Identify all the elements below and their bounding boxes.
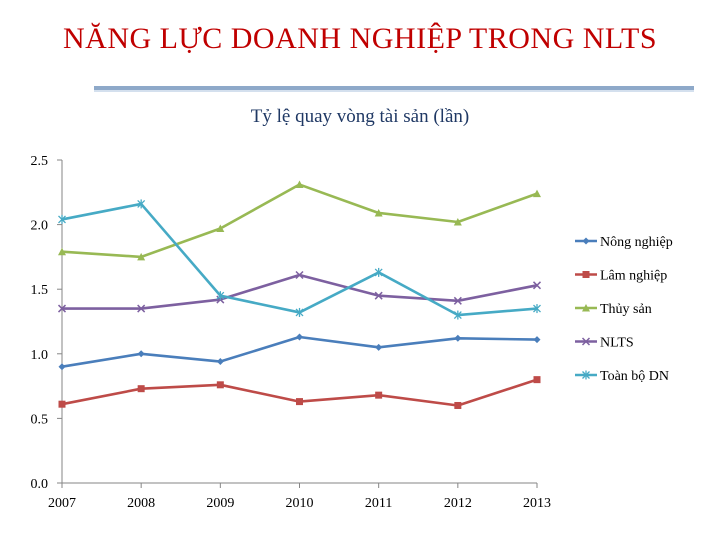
data-point	[57, 304, 67, 313]
x-tick-label: 2008	[127, 496, 155, 511]
data-point	[216, 358, 224, 366]
data-point-stroke	[137, 304, 146, 313]
series-1	[58, 333, 541, 371]
slide-title: NĂNG LỰC DOANH NGHIỆP TRONG NLTS	[62, 22, 657, 55]
data-point	[375, 391, 383, 399]
y-tick-label: 1.0	[31, 348, 49, 363]
data-point	[137, 350, 145, 358]
data-point	[533, 304, 541, 314]
data-point-stroke	[532, 281, 542, 290]
data-point	[374, 267, 383, 277]
title-underline-shadow	[94, 90, 694, 92]
title-underline	[94, 86, 694, 90]
legend-item-5: Toàn bộ DN	[575, 369, 669, 384]
series-line	[62, 273, 538, 310]
data-point	[295, 307, 304, 317]
data-point	[216, 381, 224, 389]
series-5	[58, 199, 541, 320]
y-tick-label: 0.0	[31, 477, 49, 492]
chart-title: Tỷ lệ quay vòng tài sản (lần)	[251, 106, 469, 127]
data-point	[295, 180, 304, 189]
data-point	[374, 208, 383, 217]
data-point	[453, 296, 462, 305]
series-layer	[57, 180, 542, 409]
data-point	[582, 271, 590, 278]
data-point	[296, 333, 303, 341]
data-point	[581, 337, 591, 346]
data-point-stroke	[453, 296, 462, 305]
data-point	[295, 270, 304, 280]
data-point	[216, 224, 225, 232]
x-tick-label: 2009	[206, 496, 234, 511]
y-tick-label: 1.5	[31, 283, 49, 298]
data-point	[137, 199, 146, 209]
series-3	[58, 180, 541, 261]
data-point	[137, 385, 145, 393]
data-point	[374, 291, 383, 300]
legend-label: Thủy sản	[600, 302, 652, 317]
data-point	[296, 398, 303, 406]
data-point	[58, 214, 66, 224]
data-point	[58, 247, 66, 256]
data-point	[454, 401, 462, 409]
legend-item-1: Nông nghiệp	[575, 235, 673, 250]
data-point	[216, 291, 225, 301]
y-tick-label: 2.5	[31, 154, 49, 169]
data-point	[533, 376, 541, 384]
legend-item-4: NLTS	[575, 336, 634, 351]
data-point	[582, 237, 590, 245]
y-tick-label: 2.0	[31, 219, 49, 234]
data-point	[454, 334, 462, 342]
data-point	[137, 252, 146, 261]
x-tick-label: 2013	[523, 496, 551, 511]
data-point	[532, 281, 542, 290]
legend-item-3: Thủy sản	[575, 302, 652, 317]
data-point	[58, 400, 66, 408]
y-tick-label: 0.5	[31, 412, 49, 427]
legend: Nông nghiệp Lâm nghiệp Thủy sản NLTS Toàn bộ…	[575, 235, 673, 384]
legend-label: Nông nghiệp	[600, 235, 673, 250]
data-point	[375, 343, 383, 351]
data-point	[453, 310, 462, 320]
data-point	[533, 189, 541, 198]
series-4	[57, 270, 542, 313]
data-point	[582, 304, 590, 312]
legend-label: Toàn bộ DN	[600, 369, 669, 384]
series-line	[61, 183, 538, 259]
series-2	[58, 376, 541, 409]
series-line	[61, 335, 538, 369]
x-tick-label: 2007	[48, 496, 76, 511]
data-point	[453, 218, 462, 226]
legend-item-2: Lâm nghiệp	[575, 269, 667, 284]
data-point-stroke	[374, 291, 383, 300]
data-point	[58, 363, 66, 371]
data-point	[533, 336, 541, 344]
legend-label: Lâm nghiệp	[600, 269, 667, 284]
x-tick-label: 2012	[444, 496, 472, 511]
data-point-stroke	[295, 270, 304, 280]
legend-label: NLTS	[600, 336, 634, 351]
data-point	[137, 304, 146, 313]
data-point-stroke	[581, 337, 591, 346]
data-point-stroke	[57, 304, 67, 313]
chart-axes: 0.0 0.5 1.0 1.5 2.0 2.5 2007 2008 2009 2010 2011 20…	[31, 154, 552, 511]
data-point	[582, 370, 590, 380]
x-tick-label: 2010	[286, 496, 314, 511]
x-tick-label: 2011	[365, 496, 392, 511]
